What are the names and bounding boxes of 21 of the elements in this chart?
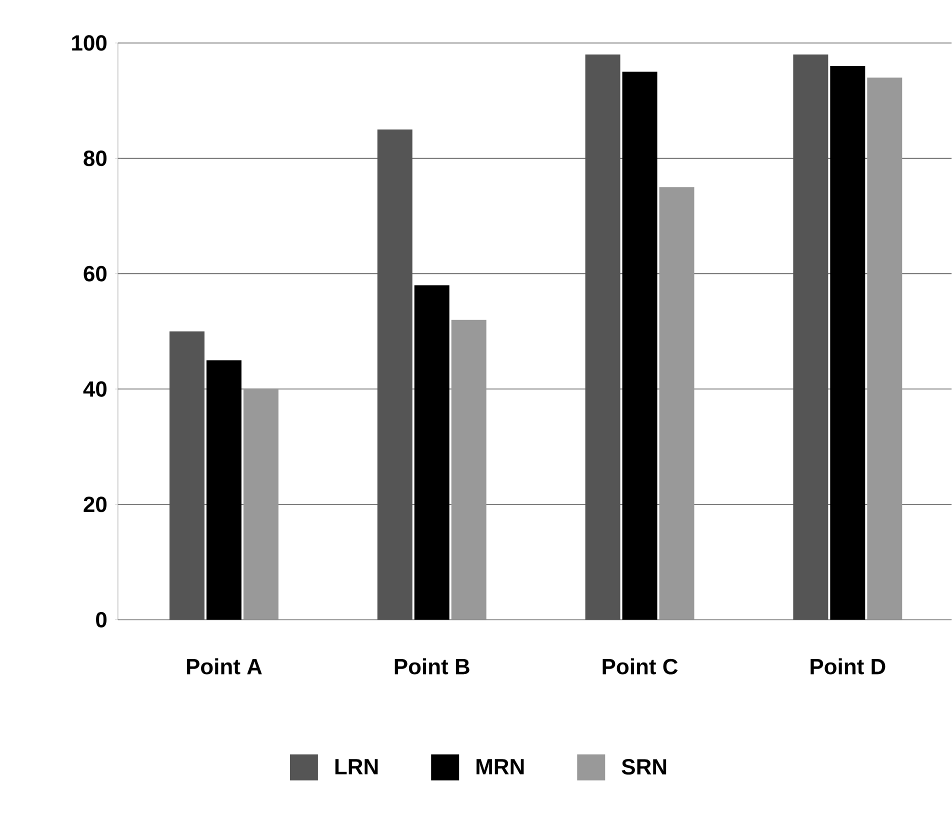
y-tick-label: 80 [84, 150, 107, 166]
bar [830, 66, 866, 620]
bar [414, 285, 450, 620]
legend-label: SRN [622, 759, 666, 775]
bar [243, 389, 278, 620]
y-tick-label: 20 [84, 496, 107, 512]
bar [622, 72, 658, 620]
y-tick-label: 100 [72, 35, 107, 51]
bar [659, 187, 694, 620]
bar [451, 320, 486, 620]
y-tick-label: 40 [83, 381, 107, 397]
x-tick-label: Point B [394, 658, 470, 675]
x-tick-label: Point A [186, 658, 262, 675]
x-tick-label: Point C [602, 658, 678, 675]
legend-label: MRN [476, 759, 524, 774]
legend-label: LRN [335, 759, 378, 774]
y-tick-label: 0 [96, 612, 107, 628]
bar [867, 78, 902, 620]
y-tick-label: 60 [84, 266, 107, 282]
bar [206, 360, 242, 620]
x-tick-label: Point D [810, 658, 886, 675]
